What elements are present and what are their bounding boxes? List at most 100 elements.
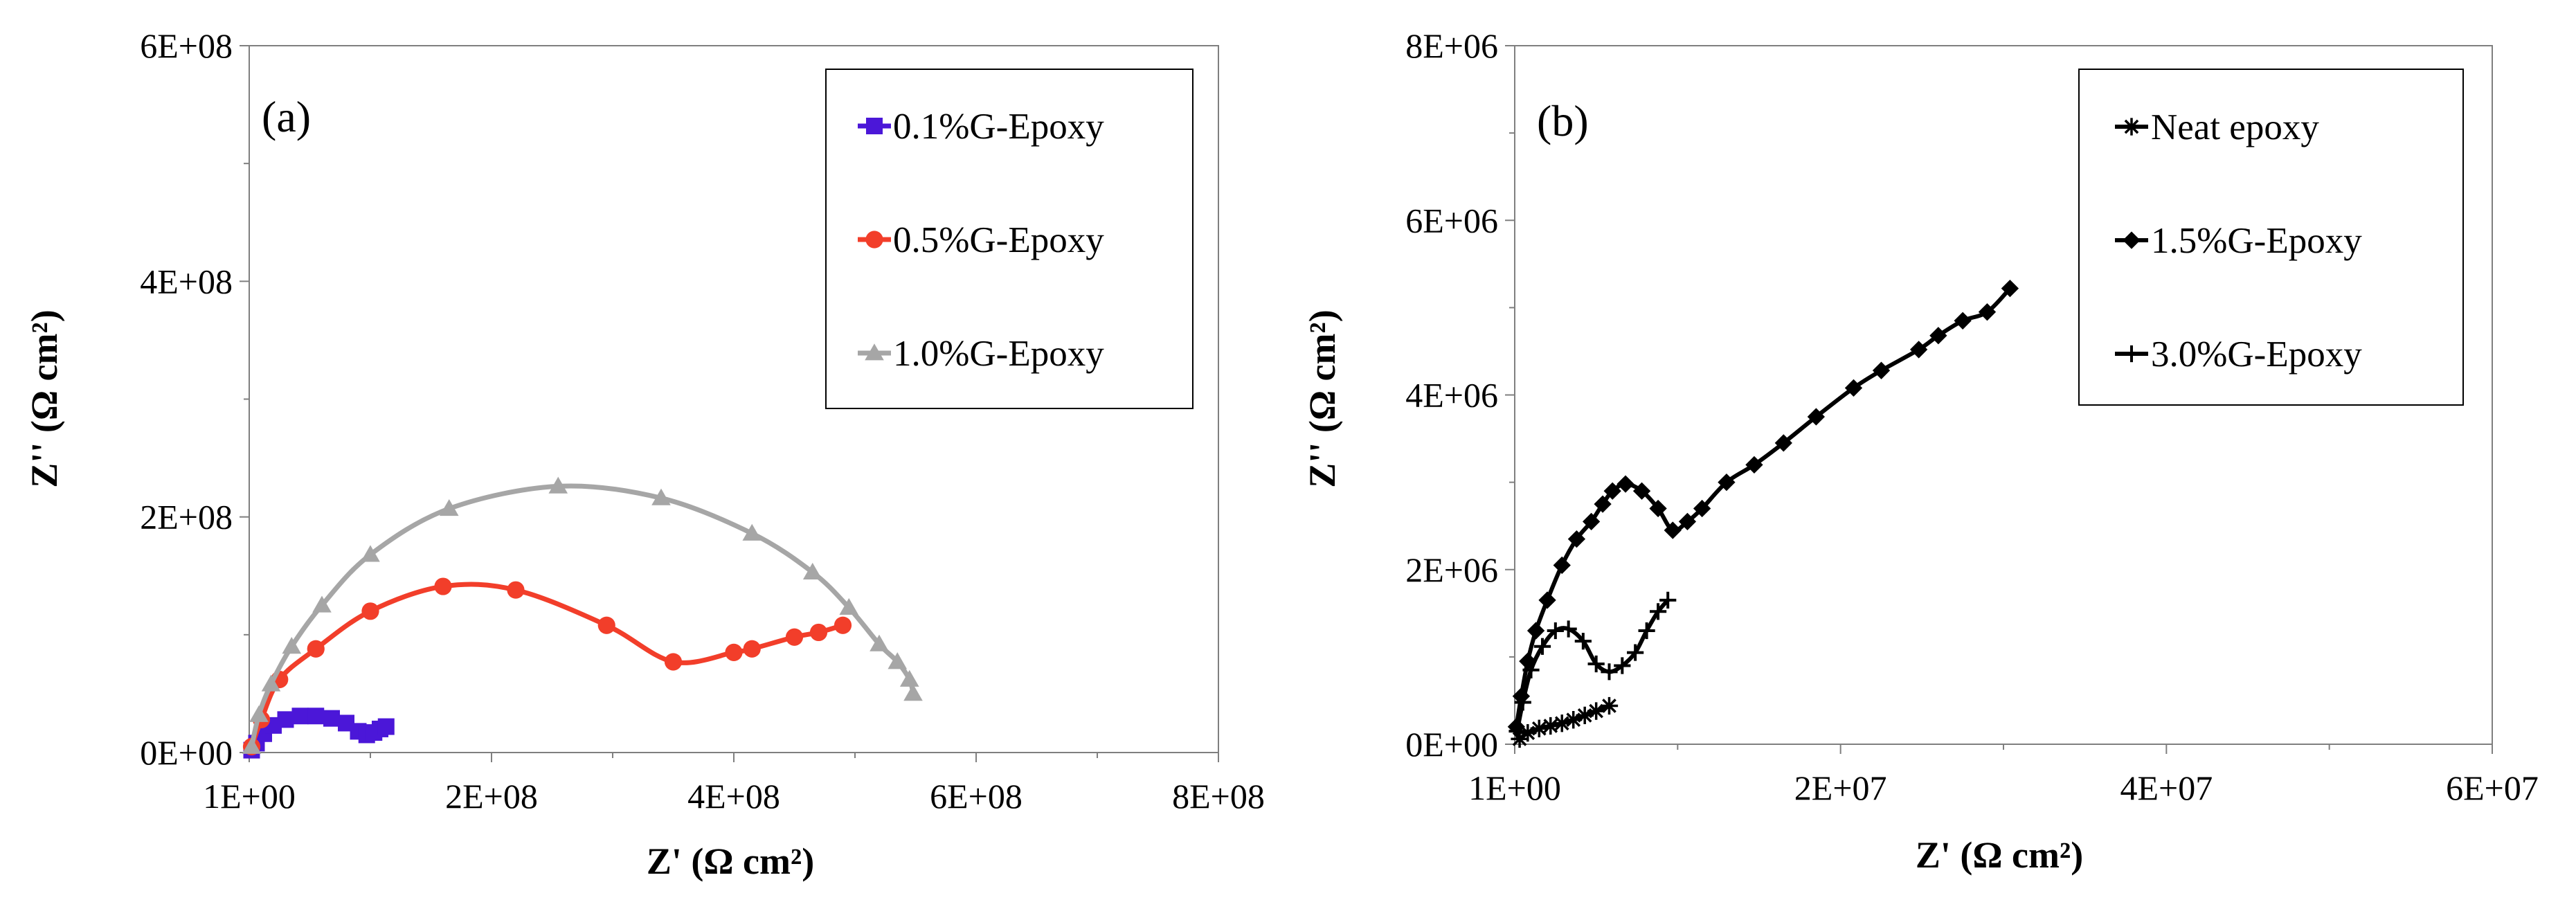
data-point — [1560, 620, 1577, 638]
data-point — [1542, 717, 1560, 735]
data-point — [743, 640, 761, 658]
data-point — [291, 708, 309, 725]
y-tick-label: 2E+08 — [140, 498, 233, 537]
x-tick-label: 2E+08 — [445, 777, 538, 816]
data-point — [1664, 521, 1682, 539]
legend-label: 1.5%G-Epoxy — [2151, 221, 2362, 261]
data-point — [1632, 482, 1651, 500]
x-axis-title: Z' (Ω cm²) — [1916, 834, 2083, 876]
data-point — [307, 708, 325, 725]
data-point — [1807, 408, 1826, 426]
y-axis-title: Z'' (Ω cm²) — [24, 309, 65, 487]
data-point — [1693, 499, 1711, 518]
data-point — [1929, 327, 1947, 345]
data-point — [785, 628, 804, 646]
series-0-5-g-epoxy — [242, 577, 852, 756]
legend-label: 3.0%G-Epoxy — [2151, 334, 2362, 375]
y-axis-ticks: 0E+00 2E+08 4E+08 6E+08 — [140, 26, 249, 772]
data-point — [1844, 379, 1863, 397]
data-point — [439, 498, 459, 516]
legend-item: Neat epoxy — [2115, 107, 2319, 147]
data-point — [839, 597, 859, 615]
data-point — [1511, 730, 1529, 748]
data-point — [1678, 512, 1697, 531]
legend-item: 0.5%G-Epoxy — [858, 220, 1104, 260]
chart-panel-b: 0E+00 2E+06 4E+06 6E+06 8E+06 1E+00 2E+07 4E+0… — [1301, 26, 2539, 876]
legend-marker — [865, 231, 883, 249]
data-point — [1587, 702, 1605, 720]
legend: Neat epoxy 1.5%G-Epoxy 3.0%G-Epoxy — [2078, 69, 2464, 406]
legend-label: Neat epoxy — [2151, 107, 2319, 147]
x-tick-label: 4E+08 — [687, 777, 780, 816]
data-point — [1547, 622, 1564, 640]
series-1-5-g-epoxy — [1507, 279, 2019, 736]
legend-label: 0.5%G-Epoxy — [893, 220, 1104, 260]
data-point — [888, 652, 908, 669]
data-point — [1603, 482, 1621, 500]
data-point — [725, 643, 743, 661]
legend-marker — [2123, 118, 2141, 136]
data-point — [507, 581, 525, 599]
data-point — [1978, 303, 1997, 321]
data-point — [1530, 719, 1548, 737]
x-tick-label: 1E+00 — [203, 777, 296, 816]
y-tick-label: 0E+00 — [1405, 725, 1498, 764]
y-axis-ticks: 0E+00 2E+06 4E+06 6E+06 8E+06 — [1405, 26, 1515, 764]
y-tick-label: 4E+06 — [1405, 376, 1498, 415]
data-point — [242, 737, 262, 754]
data-point — [742, 523, 762, 541]
data-point — [899, 669, 919, 687]
data-point — [307, 640, 325, 658]
x-tick-label: 4E+07 — [2120, 768, 2213, 807]
data-point — [261, 674, 281, 692]
x-tick-label: 6E+07 — [2446, 768, 2539, 807]
legend-marker — [865, 343, 884, 361]
series-line — [249, 582, 845, 749]
y-tick-label: 8E+06 — [1405, 26, 1498, 65]
data-point — [834, 616, 852, 634]
data-point — [1638, 622, 1655, 640]
data-point — [1582, 512, 1601, 531]
data-point — [802, 562, 822, 579]
data-point — [664, 653, 683, 671]
data-point — [903, 684, 923, 701]
x-axis-ticks: 1E+00 2E+08 4E+08 6E+08 8E+08 — [203, 753, 1265, 816]
data-point — [651, 488, 671, 505]
panel-label: (a) — [262, 92, 311, 141]
data-point — [1774, 434, 1792, 452]
x-tick-label: 6E+08 — [930, 777, 1023, 816]
data-point — [361, 545, 380, 562]
data-point — [1587, 655, 1605, 673]
data-point — [870, 634, 889, 651]
data-point — [323, 710, 340, 727]
data-point — [1553, 714, 1571, 732]
panel-label: (b) — [1537, 96, 1589, 145]
y-axis-title: Z'' (Ω cm²) — [1301, 309, 1343, 487]
x-tick-label: 8E+08 — [1172, 777, 1265, 816]
data-point — [1519, 723, 1537, 742]
data-point — [277, 711, 294, 728]
y-tick-label: 6E+08 — [140, 26, 233, 65]
data-point — [1659, 591, 1677, 609]
series-3-0-g-epoxy — [1508, 591, 1677, 740]
data-point — [312, 595, 332, 613]
data-point — [1600, 696, 1619, 715]
series-layer — [1507, 279, 2019, 748]
data-point — [1522, 661, 1540, 678]
legend-marker — [2123, 345, 2141, 363]
data-point — [1614, 657, 1631, 674]
data-point — [1718, 473, 1736, 492]
data-point — [809, 623, 828, 642]
data-point — [1533, 638, 1551, 655]
data-point — [434, 577, 452, 595]
x-axis-ticks: 1E+00 2E+07 4E+07 6E+07 — [1468, 744, 2539, 807]
series-layer — [242, 476, 923, 759]
data-point — [597, 616, 615, 634]
legend-label: 0.1%G-Epoxy — [893, 107, 1104, 147]
data-point — [282, 637, 302, 654]
legend-item: 1.0%G-Epoxy — [858, 334, 1104, 374]
y-tick-label: 2E+06 — [1405, 550, 1498, 589]
data-point — [548, 476, 568, 494]
data-point — [2001, 279, 2019, 298]
legend-item: 0.1%G-Epoxy — [858, 107, 1104, 147]
